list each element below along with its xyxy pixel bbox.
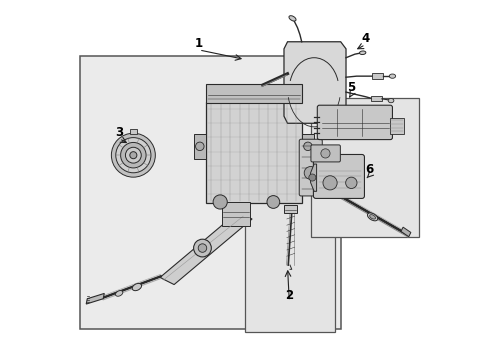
Text: 5: 5 bbox=[347, 81, 355, 94]
Ellipse shape bbox=[360, 51, 366, 55]
Circle shape bbox=[323, 176, 337, 190]
Text: 6: 6 bbox=[365, 163, 373, 176]
Bar bbox=[390, 118, 404, 134]
Circle shape bbox=[309, 174, 316, 181]
Circle shape bbox=[345, 177, 357, 189]
Bar bbox=[194, 134, 206, 159]
Bar bbox=[371, 96, 382, 101]
Ellipse shape bbox=[369, 215, 375, 219]
Text: 3: 3 bbox=[115, 126, 123, 139]
Circle shape bbox=[213, 195, 227, 209]
Ellipse shape bbox=[116, 291, 123, 296]
Circle shape bbox=[267, 195, 280, 208]
Circle shape bbox=[304, 142, 312, 150]
Text: 4: 4 bbox=[362, 32, 369, 45]
Circle shape bbox=[116, 138, 151, 173]
Polygon shape bbox=[206, 102, 302, 203]
Polygon shape bbox=[284, 42, 346, 123]
Bar bbox=[302, 134, 314, 159]
FancyBboxPatch shape bbox=[299, 139, 322, 196]
Bar bbox=[222, 202, 250, 226]
Bar bbox=[206, 84, 302, 103]
FancyBboxPatch shape bbox=[314, 154, 365, 198]
Circle shape bbox=[121, 143, 146, 168]
Bar bbox=[284, 205, 297, 213]
Ellipse shape bbox=[388, 99, 394, 103]
FancyBboxPatch shape bbox=[318, 105, 392, 140]
Bar bbox=[311, 99, 418, 237]
Ellipse shape bbox=[132, 283, 142, 291]
Polygon shape bbox=[401, 227, 411, 237]
Text: 1: 1 bbox=[195, 37, 203, 50]
Circle shape bbox=[321, 149, 330, 158]
Bar bbox=[80, 56, 341, 329]
Circle shape bbox=[194, 239, 211, 257]
Circle shape bbox=[125, 147, 141, 163]
Bar bbox=[245, 184, 335, 332]
Polygon shape bbox=[160, 212, 252, 284]
FancyBboxPatch shape bbox=[311, 145, 341, 162]
Polygon shape bbox=[311, 164, 317, 192]
Text: 2: 2 bbox=[285, 289, 294, 302]
Ellipse shape bbox=[289, 16, 296, 21]
Circle shape bbox=[196, 142, 204, 150]
Ellipse shape bbox=[368, 213, 378, 221]
Circle shape bbox=[198, 244, 207, 252]
Circle shape bbox=[304, 167, 317, 179]
Bar bbox=[372, 73, 383, 79]
Ellipse shape bbox=[389, 74, 395, 78]
Circle shape bbox=[111, 133, 155, 177]
Circle shape bbox=[130, 152, 137, 159]
Bar bbox=[130, 129, 137, 134]
Polygon shape bbox=[86, 293, 104, 304]
